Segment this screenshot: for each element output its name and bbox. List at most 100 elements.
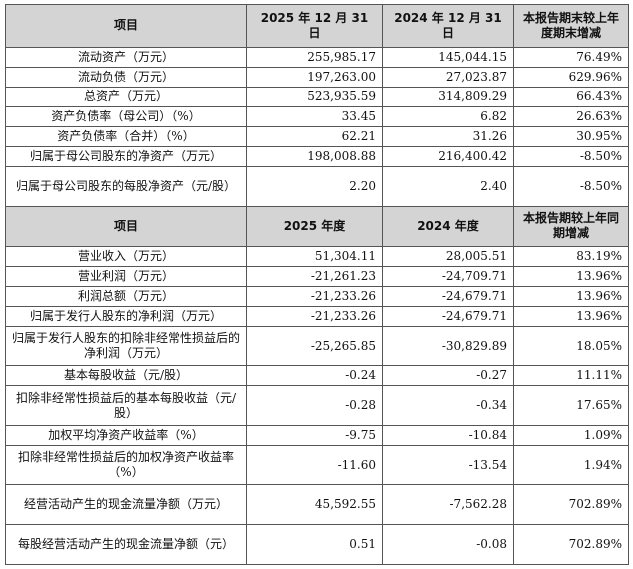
table-row: 扣除非经常性损益后的加权净资产收益率（%） -11.60 -13.54 1.94… (5, 444, 629, 486)
table-row: 归属于发行人股东的净利润（万元） -21,233.26 -24,679.71 1… (5, 305, 629, 327)
row-label: 扣除非经常性损益后的加权净资产收益率（%） (5, 444, 247, 486)
value-2024: 216,400.42 (382, 146, 514, 167)
value-2024: -0.08 (382, 524, 514, 565)
value-2024: -0.34 (382, 385, 514, 426)
table-row: 归属于母公司股东的净资产（万元） 198,008.88 216,400.42 -… (5, 146, 629, 167)
value-change: 11.11% (513, 365, 629, 387)
value-2025: 2.20 (246, 165, 383, 207)
row-label: 资产负债率（合并）（%） (5, 126, 247, 148)
value-change: 83.19% (513, 246, 629, 268)
value-change: 702.89% (513, 484, 629, 526)
row-label: 归属于母公司股东的每股净资产（元/股） (5, 165, 247, 207)
row-label: 总资产（万元） (5, 86, 247, 108)
table-row: 流动资产（万元） 255,985.17 145,044.15 76.49% (5, 46, 629, 68)
value-2025: -9.75 (246, 424, 383, 446)
value-2025: -25,265.85 (246, 325, 383, 367)
value-2025: 33.45 (246, 106, 383, 128)
value-2024: -24,709.71 (382, 266, 514, 287)
value-2025: 197,263.00 (246, 66, 383, 88)
row-label: 利润总额（万元） (5, 286, 247, 307)
value-2025: 198,008.88 (246, 146, 383, 167)
row-label: 流动资产（万元） (5, 46, 247, 68)
value-2025: 51,304.11 (246, 246, 383, 268)
value-2024: -24,679.71 (382, 305, 514, 327)
row-label: 加权平均净资产收益率（%） (5, 424, 247, 446)
value-change: -8.50% (513, 146, 629, 167)
value-2025: 62.21 (246, 126, 383, 148)
value-2025: 255,985.17 (246, 46, 383, 68)
value-2024: 145,044.15 (382, 46, 514, 68)
value-change: 13.96% (513, 286, 629, 307)
row-label: 归属于母公司股东的净资产（万元） (5, 146, 247, 167)
row-label: 营业利润（万元） (5, 266, 247, 287)
value-change: 18.05% (513, 325, 629, 367)
value-2025: 0.51 (246, 524, 383, 565)
row-label: 流动负债（万元） (5, 66, 247, 88)
section2-header-row: 项目 2025 年度 2024 年度 本报告期较上年同期增减 (5, 205, 629, 248)
value-2025: -0.24 (246, 365, 383, 387)
value-2024: 314,809.29 (382, 86, 514, 108)
table-row: 利润总额（万元） -21,233.26 -24,679.71 13.96% (5, 286, 629, 307)
header-year-2024: 2024 年度 (382, 205, 514, 248)
table-row: 归属于发行人股东的扣除非经常性损益后的净利润（万元） -25,265.85 -3… (5, 325, 629, 367)
header-item: 项目 (5, 205, 247, 248)
value-2025: -21,261.23 (246, 266, 383, 287)
table-row: 每股经营活动产生的现金流量净额（元） 0.51 -0.08 702.89% (5, 524, 629, 565)
header-date-2024: 2024 年 12 月 31 日 (382, 4, 514, 48)
section1-header-row: 项目 2025 年 12 月 31 日 2024 年 12 月 31 日 本报告… (5, 4, 629, 48)
value-change: 702.89% (513, 524, 629, 565)
table-row: 总资产（万元） 523,935.59 314,809.29 66.43% (5, 86, 629, 108)
value-2024: 27,023.87 (382, 66, 514, 88)
table-row: 基本每股收益（元/股） -0.24 -0.27 11.11% (5, 365, 629, 387)
table-row: 扣除非经常性损益后的基本每股收益（元/股） -0.28 -0.34 17.65% (5, 385, 629, 426)
value-change: 26.63% (513, 106, 629, 128)
value-change: 13.96% (513, 305, 629, 327)
value-2024: -7,562.28 (382, 484, 514, 526)
value-2025: -21,233.26 (246, 305, 383, 327)
row-label: 资产负债率（母公司）（%） (5, 106, 247, 128)
value-2024: -13.54 (382, 444, 514, 486)
table-row: 加权平均净资产收益率（%） -9.75 -10.84 1.09% (5, 424, 629, 446)
value-2024: -0.27 (382, 365, 514, 387)
row-label: 归属于发行人股东的扣除非经常性损益后的净利润（万元） (5, 325, 247, 367)
value-change: 76.49% (513, 46, 629, 68)
table-row: 资产负债率（母公司）（%） 33.45 6.82 26.63% (5, 106, 629, 128)
header-date-2025: 2025 年 12 月 31 日 (246, 4, 383, 48)
value-2024: -10.84 (382, 424, 514, 446)
value-change: 66.43% (513, 86, 629, 108)
row-label: 扣除非经常性损益后的基本每股收益（元/股） (5, 385, 247, 426)
row-label: 基本每股收益（元/股） (5, 365, 247, 387)
value-2024: 31.26 (382, 126, 514, 148)
value-change: -8.50% (513, 165, 629, 207)
table-row: 资产负债率（合并）（%） 62.21 31.26 30.95% (5, 126, 629, 148)
value-change: 30.95% (513, 126, 629, 148)
row-label: 营业收入（万元） (5, 246, 247, 268)
value-2024: 28,005.51 (382, 246, 514, 268)
value-change: 1.94% (513, 444, 629, 486)
value-change: 1.09% (513, 424, 629, 446)
value-2024: 6.82 (382, 106, 514, 128)
value-2025: 45,592.55 (246, 484, 383, 526)
value-2025: -11.60 (246, 444, 383, 486)
financial-data-table: 项目 2025 年 12 月 31 日 2024 年 12 月 31 日 本报告… (5, 4, 629, 565)
value-change: 13.96% (513, 266, 629, 287)
row-label: 经营活动产生的现金流量净额（万元） (5, 484, 247, 526)
table-row: 经营活动产生的现金流量净额（万元） 45,592.55 -7,562.28 70… (5, 484, 629, 526)
value-change: 629.96% (513, 66, 629, 88)
value-2025: -0.28 (246, 385, 383, 426)
table-row: 营业收入（万元） 51,304.11 28,005.51 83.19% (5, 246, 629, 268)
value-2025: 523,935.59 (246, 86, 383, 108)
table-row: 流动负债（万元） 197,263.00 27,023.87 629.96% (5, 66, 629, 88)
row-label: 每股经营活动产生的现金流量净额（元） (5, 524, 247, 565)
header-change: 本报告期末较上年度期末增减 (513, 4, 629, 48)
value-2024: -24,679.71 (382, 286, 514, 307)
table-row: 归属于母公司股东的每股净资产（元/股） 2.20 2.40 -8.50% (5, 165, 629, 207)
table-row: 营业利润（万元） -21,261.23 -24,709.71 13.96% (5, 266, 629, 287)
value-2024: 2.40 (382, 165, 514, 207)
row-label: 归属于发行人股东的净利润（万元） (5, 305, 247, 327)
header-year-2025: 2025 年度 (246, 205, 383, 248)
value-change: 17.65% (513, 385, 629, 426)
header-change: 本报告期较上年同期增减 (513, 205, 629, 248)
value-2024: -30,829.89 (382, 325, 514, 367)
header-item: 项目 (5, 4, 247, 48)
